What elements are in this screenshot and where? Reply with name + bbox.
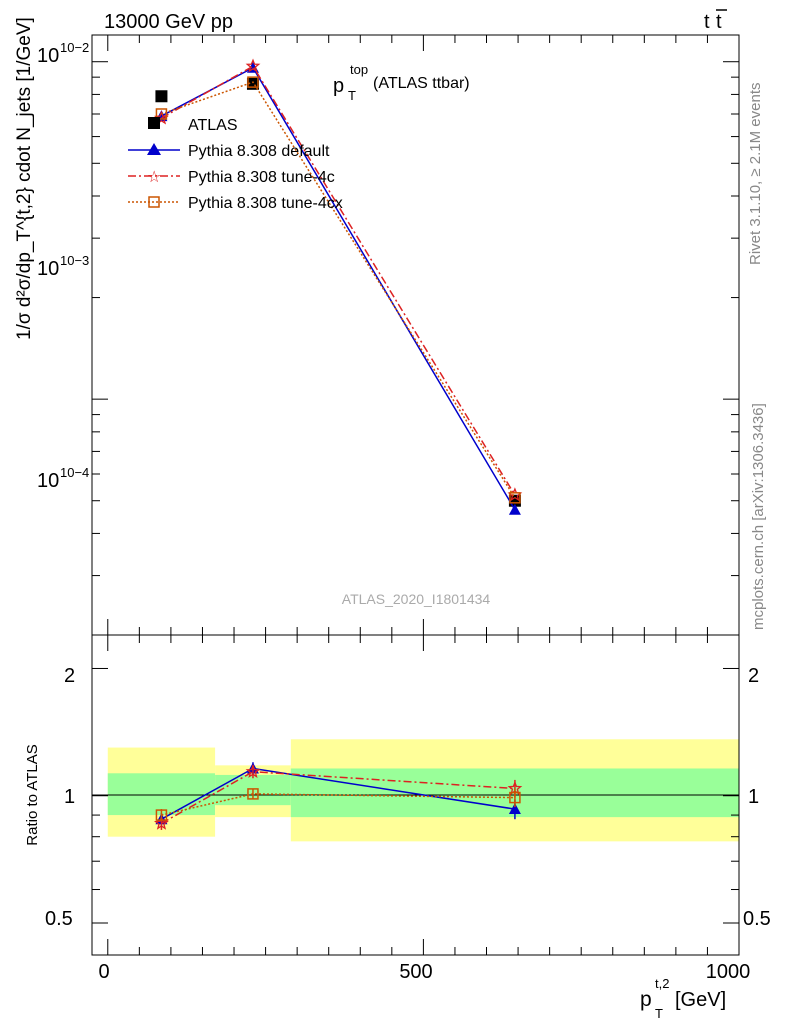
xlabel-sub: T [655,1006,663,1021]
legend: ATLAS Pythia 8.308 default ☆ Pythia 8.30… [128,117,343,212]
ratio-ytick-0.5: 0.5 [45,908,73,930]
xlabel-p: p [640,988,652,1011]
ratio-frame [91,634,740,956]
analysis-watermark: ATLAS_2020_I1801434 [342,591,491,607]
ytick-label-1e-4: 10 10−4 [37,465,89,492]
main-series-3 [155,76,521,504]
legend-marker-tune4cx [148,196,160,208]
svg-text:10: 10 [37,470,59,492]
xlabel-sup: t,2 [655,976,669,991]
legend-label-default: Pythia 8.308 default [188,143,330,160]
header-right: t t [704,9,727,33]
legend-label-tune4cx: Pythia 8.308 tune-4cx [188,195,343,212]
legend-entry-tune4c: ☆ Pythia 8.308 tune-4c [128,169,335,186]
ratio-point-2-2 [509,791,521,804]
ratio-ytick-1-right: 1 [748,786,759,808]
main-point-1-2 [508,503,521,515]
title-p: p [333,75,344,97]
main-panel: 10 10−2 10 10−3 10 10−4 1/σ d²σ/dp_T^{t,… [14,17,740,636]
ratio-bands [107,739,739,842]
ytick-exp-1e-4: 10−4 [60,465,89,480]
ratio-panel: 2 1 0.5 2 1 0.5 Ratio to ATLAS 0 500 100… [24,634,771,1021]
ratio-series-line-2 [161,793,515,816]
legend-entry-atlas: ATLAS [148,117,238,134]
xlabel-rest: [GeV] [675,989,726,1011]
xtick-1000: 1000 [706,961,751,983]
main-series [153,58,523,515]
legend-marker-default [147,143,161,155]
ratio-series-line-1 [161,770,515,825]
main-point-3-0 [155,108,168,120]
ratio-point-1-0 [153,815,169,830]
main-series-line-1 [161,66,516,511]
title-rest: (ATLAS ttbar) [373,75,470,92]
svg-text:10: 10 [37,258,59,280]
ratio-ylabel: Ratio to ATLAS [24,744,41,845]
main-series-line-2 [161,65,516,496]
ratio-ytick-2: 2 [64,665,75,687]
title-sub: T [348,88,356,103]
xtick-0: 0 [98,961,109,983]
legend-marker-atlas [148,117,160,129]
header-right-t1: t [704,11,710,33]
ratio-point-1-1 [245,763,261,778]
main-point-3-1 [247,76,259,88]
ratio-point-0-2 [508,803,521,815]
ratio-point-2-0 [155,809,168,821]
xlabel: p t,2 T [GeV] [640,976,726,1021]
ratio-band-inner-0 [107,773,216,816]
header-right-t2: t [716,11,722,33]
legend-entry-tune4cx: Pythia 8.308 tune-4cx [128,195,343,212]
main-point-0-0 [155,90,168,103]
main-title: p top T (ATLAS ttbar) [333,62,470,103]
legend-label-tune4c: Pythia 8.308 tune-4c [188,169,335,186]
legend-label-atlas: ATLAS [188,117,238,134]
ratio-ytick-2-right: 2 [748,665,759,687]
ratio-series [153,762,523,830]
main-ticks [92,35,740,636]
main-point-3-2 [509,492,521,504]
header-left: 13000 GeV pp [104,11,233,33]
ytick-exp-1e-2: 10−2 [60,40,89,55]
ratio-point-2-1 [247,788,259,800]
main-point-2-1 [245,58,261,73]
ytick-exp-1e-3: 10−3 [60,253,89,268]
title-sup: top [350,62,368,77]
ratio-series-2 [155,788,521,822]
ratio-ytick-0.5-right: 0.5 [743,908,771,930]
legend-entry-default: Pythia 8.308 default [128,143,330,160]
svg-text:10: 10 [37,45,59,67]
xtick-500: 500 [399,961,432,983]
main-ylabel: 1/σ d²σ/dp_T^{t,2} cdot N_jets [1/GeV] [14,17,35,340]
ytick-label-1e-2: 10 10−2 [37,40,89,67]
ytick-label-1e-3: 10 10−3 [37,253,89,280]
main-series-line-3 [161,81,516,499]
mcplots-label: mcplots.cern.ch [arXiv:1306.3436] [750,403,767,630]
ratio-ytick-1: 1 [64,786,75,808]
rivet-label: Rivet 3.1.10, ≥ 2.1M events [747,83,764,266]
legend-marker-tune4c: ☆ [147,169,161,186]
ratio-ticks [92,635,740,955]
